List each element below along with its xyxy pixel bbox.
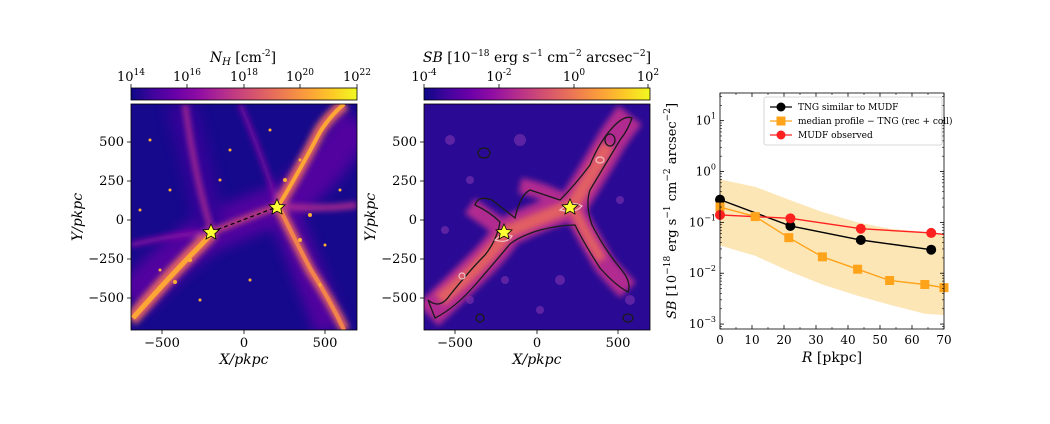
left-ytick-4: −500 (88, 291, 124, 306)
left-xlabel: X/pkpc (219, 352, 269, 368)
x-tick-label-4: 40 (840, 333, 855, 347)
series-1-point (920, 280, 930, 290)
series-2-point (855, 223, 866, 234)
series-0-point (855, 235, 866, 246)
legend-item-mudf: MUDF observed (770, 130, 873, 141)
middle-ytick-4: −500 (381, 291, 417, 306)
middle-ytick-3: −250 (381, 252, 417, 267)
middle-colorbar (423, 87, 651, 101)
left-colorbar-ticks: 1014 1016 1018 1020 1022 (117, 68, 371, 85)
middle-cb-tick-2: 100 (563, 68, 586, 85)
left-cb-tick-0: 1014 (117, 68, 145, 85)
left-star-2 (268, 198, 286, 215)
x-tick-label-3: 30 (808, 333, 823, 347)
series-0-point (926, 244, 937, 255)
left-panel: NH [cm-2] 1014 1016 1018 1020 1022 (70, 49, 371, 368)
series-2-point (926, 227, 937, 238)
legend-label-tng: TNG similar to MUDF (798, 103, 898, 113)
series-1-point (817, 252, 827, 262)
y-tick-label-1: 10−2 (689, 264, 716, 280)
left-cb-tick-2: 1018 (230, 68, 258, 85)
middle-ytick-2: 0 (409, 213, 417, 228)
x-tick-label-1: 10 (744, 333, 759, 347)
y-tick-label-4: 101 (696, 112, 716, 128)
series-line-1 (720, 206, 944, 289)
x-tick-label-5: 50 (872, 333, 887, 347)
x-tick-label-0: 0 (716, 333, 724, 347)
middle-ylabel: Y/pkpc (363, 193, 379, 241)
right-xlabel: R [pkpc] (801, 350, 862, 366)
middle-panel: SB [10−18 erg s−1 cm−2 arcsec−2] 10-4 10… (363, 49, 659, 368)
series-2-point (785, 213, 796, 224)
middle-colorbar-label: SB [10−18 erg s−1 cm−2 arcsec−2] (423, 49, 651, 66)
left-cb-tick-3: 1020 (286, 68, 314, 85)
legend-label-mudf: MUDF observed (798, 131, 873, 141)
x-tick-label-2: 20 (776, 333, 791, 347)
middle-ytick-1: 250 (392, 174, 417, 189)
legend-label-median: median profile − TNG (rec + coll) (798, 116, 953, 127)
left-ytick-1: 250 (99, 174, 124, 189)
left-star-1 (202, 223, 220, 240)
middle-cb-tick-3: 102 (637, 68, 659, 85)
middle-ytick-0: 500 (392, 135, 417, 150)
y-tick-label-2: 10−1 (689, 213, 716, 229)
series-1-point (853, 264, 863, 274)
legend-item-tng: TNG similar to MUDF (770, 102, 898, 113)
left-ylabel: Y/pkpc (70, 193, 86, 241)
left-ytick-2: 0 (116, 213, 124, 228)
legend-item-median: median profile − TNG (rec + coll) (770, 116, 953, 127)
right-panel: 0 10 20 30 40 50 60 70 10−3 10−2 10−1 100 101 R [pk… (663, 92, 953, 366)
middle-star-2 (561, 198, 579, 215)
middle-xtick-0: −500 (437, 336, 473, 351)
middle-xtick-1: 0 (533, 336, 541, 351)
right-xticks: 0 10 20 30 40 50 60 70 (716, 93, 952, 347)
right-legend: TNG similar to MUDF median profile − TNG… (763, 96, 953, 146)
left-ytick-3: −250 (88, 252, 124, 267)
left-colorbar (130, 87, 358, 101)
right-yticks: 10−3 10−2 10−1 100 101 (689, 96, 944, 331)
series-1-point (885, 275, 895, 285)
left-cb-tick-1: 1016 (173, 68, 201, 85)
series-0-point (785, 220, 796, 231)
left-density-map (131, 104, 357, 330)
left-xtick-0: −500 (144, 336, 180, 351)
middle-cb-tick-1: 10-2 (486, 68, 511, 85)
x-tick-label-7: 70 (936, 333, 951, 347)
left-cb-tick-4: 1022 (343, 68, 371, 85)
left-ytick-0: 500 (99, 135, 124, 150)
left-colorbar-label: NH [cm-2] (209, 49, 276, 68)
middle-sb-map (424, 104, 650, 330)
middle-cb-tick-0: 10-4 (411, 68, 437, 85)
right-ylabel: SB [10−18 erg s−1 cm−2 arcsec−2] (663, 103, 680, 319)
y-tick-label-0: 10−3 (689, 315, 716, 331)
middle-xlabel: X/pkpc (512, 352, 562, 368)
left-xtick-2: 500 (313, 336, 338, 351)
middle-star-1 (495, 223, 513, 240)
middle-xtick-2: 500 (606, 336, 631, 351)
series-1-point (784, 233, 794, 243)
series-1-point (750, 212, 760, 222)
y-tick-label-3: 100 (696, 163, 716, 179)
x-tick-label-6: 60 (904, 333, 919, 347)
left-xtick-1: 0 (240, 336, 248, 351)
